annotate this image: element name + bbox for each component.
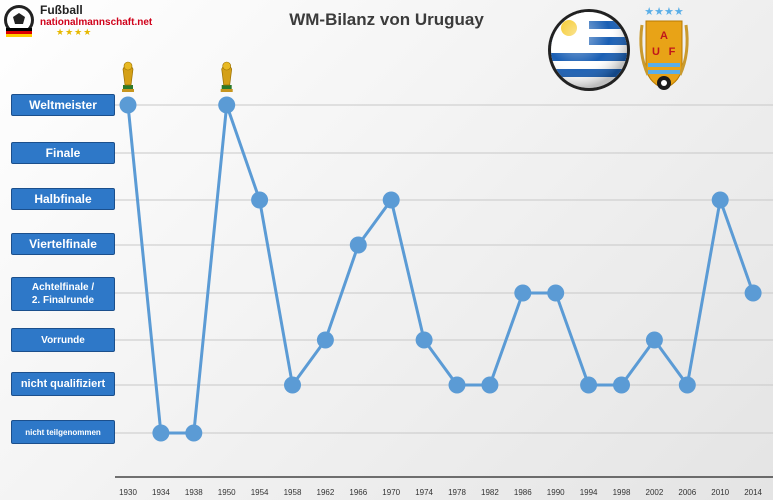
auf-emblem: ★★★★ A U F <box>639 5 689 90</box>
x-tick-label: 1966 <box>349 488 368 497</box>
data-point-1990 <box>547 284 565 302</box>
data-point-1978 <box>448 376 466 394</box>
x-tick-label: 1934 <box>151 488 170 497</box>
x-tick-label: 1970 <box>382 488 401 497</box>
emblem-letter-u: U <box>652 46 660 58</box>
data-point-1958 <box>284 376 301 394</box>
level-label-vorrunde: Vorrunde <box>11 328 115 352</box>
data-point-2014 <box>744 284 762 302</box>
x-tick-label: 1974 <box>415 488 433 497</box>
level-label-weltmeister: Weltmeister <box>11 94 115 116</box>
trophy-icon-1930 <box>122 61 134 92</box>
data-point-1994 <box>580 376 598 394</box>
data-point-2002 <box>645 331 663 349</box>
data-point-1986 <box>514 284 532 302</box>
data-point-1954 <box>251 191 269 209</box>
data-point-1970 <box>382 191 400 209</box>
x-tick-label: 1930 <box>119 488 137 497</box>
chart-title: WM-Bilanz von Uruguay <box>289 10 484 29</box>
x-tick-label: 2002 <box>645 488 664 497</box>
x-tick-label: 1962 <box>316 488 335 497</box>
data-point-1930 <box>119 96 137 114</box>
logo-stars: ★★★★ <box>56 27 93 37</box>
level-label-finale: Finale <box>11 142 115 164</box>
level-label-halbfinale: Halbfinale <box>11 188 115 210</box>
emblem-letter-f: F <box>669 46 676 58</box>
level-label-viertelfinale: Viertelfinale <box>11 233 115 255</box>
data-point-1950 <box>218 96 236 114</box>
x-tick-label: 1982 <box>480 488 499 497</box>
x-tick-label: 1954 <box>250 488 269 497</box>
x-tick-label: 1994 <box>579 488 598 497</box>
level-label-achtelfinale: Achtelfinale / 2. Finalrunde <box>11 277 115 311</box>
data-point-1966 <box>349 236 367 254</box>
series-line <box>126 103 755 435</box>
data-point-1934 <box>152 424 170 442</box>
x-tick-label: 1978 <box>448 488 466 497</box>
data-point-2010 <box>711 191 729 209</box>
x-tick-label: 1950 <box>217 488 236 497</box>
trophy-icon-1950 <box>220 61 233 92</box>
logo-subtitle: nationalmannschaft.net <box>40 17 153 28</box>
data-point-1962 <box>316 331 334 349</box>
logo-title: Fußball <box>40 3 83 17</box>
x-tick-label: 2006 <box>678 488 697 497</box>
data-point-1998 <box>613 376 630 394</box>
x-tick-label: 1958 <box>283 488 302 497</box>
x-tick-label: 1986 <box>513 488 532 497</box>
uruguay-flag-ball <box>548 9 630 91</box>
emblem-letter-a: A <box>660 30 668 42</box>
x-tick-label: 1990 <box>546 488 565 497</box>
data-point-1982 <box>481 376 499 394</box>
level-label-nicht-teilgenommen: nicht teilgenommen <box>11 420 115 444</box>
x-tick-label: 1938 <box>184 488 203 497</box>
data-point-1938 <box>185 424 203 442</box>
emblem-stars: ★★★★ <box>644 5 684 18</box>
football-icon <box>4 5 34 37</box>
level-label-nicht-qualifiziert: nicht qualifiziert <box>11 372 115 396</box>
x-tick-label: 1998 <box>612 488 631 497</box>
data-point-2006 <box>678 376 696 394</box>
x-tick-label: 2014 <box>744 488 762 497</box>
data-point-1974 <box>415 331 433 349</box>
x-tick-label: 2010 <box>711 488 730 497</box>
site-logo: Fußball nationalmannschaft.net ★★★★ <box>2 2 172 40</box>
